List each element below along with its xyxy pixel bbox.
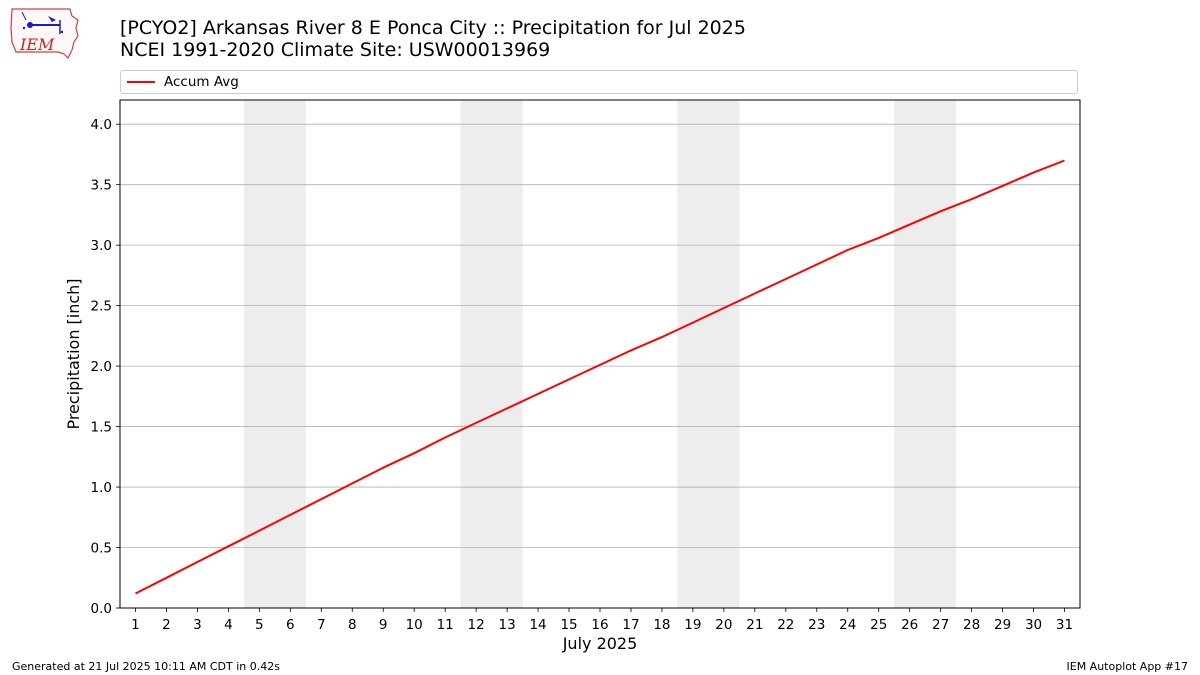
x-tick-label: 31 — [1056, 617, 1073, 633]
legend: Accum Avg — [120, 70, 1078, 94]
x-tick-label: 9 — [379, 617, 388, 633]
x-tick-label: 30 — [1025, 617, 1042, 633]
logo-text: IEM — [19, 35, 55, 54]
weekend-band — [243, 100, 306, 608]
x-tick-label: 25 — [870, 617, 887, 633]
y-tick-label: 4.0 — [91, 117, 112, 133]
x-tick-label: 8 — [348, 617, 357, 633]
weekend-band — [460, 100, 523, 608]
iem-logo: IEM — [10, 8, 79, 60]
x-tick-label: 24 — [839, 617, 856, 633]
x-tick-label: 12 — [468, 617, 485, 633]
x-tick-label: 27 — [932, 617, 949, 633]
x-tick-label: 1 — [131, 617, 140, 633]
x-axis-label: July 2025 — [562, 634, 638, 653]
y-tick-label: 2.0 — [91, 359, 112, 375]
chart-subtitle: NCEI 1991-2020 Climate Site: USW00013969 — [120, 39, 551, 61]
weekend-band — [894, 100, 957, 608]
weekend-band — [677, 100, 740, 608]
x-tick-label: 4 — [224, 617, 233, 633]
app-label: IEM Autoplot App #17 — [1066, 660, 1189, 673]
x-tick-label: 19 — [684, 617, 701, 633]
generated-timestamp: Generated at 21 Jul 2025 10:11 AM CDT in… — [12, 660, 280, 673]
legend-line-swatch — [127, 81, 155, 83]
legend-label: Accum Avg — [164, 74, 239, 90]
x-tick-label: 11 — [437, 617, 454, 633]
y-tick-label: 2.5 — [91, 299, 112, 315]
y-tick-label: 0.0 — [91, 601, 112, 617]
x-tick-label: 26 — [901, 617, 918, 633]
plot-frame — [119, 99, 1081, 609]
x-tick-label: 23 — [808, 617, 825, 633]
x-tick-label: 7 — [317, 617, 326, 633]
x-tick-label: 15 — [560, 617, 577, 633]
y-tick-label: 3.5 — [91, 178, 112, 194]
series-line-accum-avg — [135, 159, 1065, 595]
x-tick-label: 20 — [715, 617, 732, 633]
x-tick-label: 13 — [499, 617, 516, 633]
x-tick-label: 14 — [529, 617, 546, 633]
chart-title: [PCYO2] Arkansas River 8 E Ponca City ::… — [120, 17, 746, 39]
iowa-outline-icon — [10, 8, 79, 60]
x-tick-label: 17 — [622, 617, 639, 633]
y-axis-label: Precipitation [inch] — [64, 278, 83, 429]
x-tick-label: 28 — [963, 617, 980, 633]
x-tick-label: 22 — [777, 617, 794, 633]
y-tick-label: 1.0 — [91, 480, 112, 496]
x-tick-label: 29 — [994, 617, 1011, 633]
x-tick-label: 3 — [193, 617, 202, 633]
x-tick-label: 21 — [746, 617, 763, 633]
y-tick-label: 0.5 — [91, 541, 112, 557]
x-tick-label: 2 — [162, 617, 171, 633]
x-tick-label: 16 — [591, 617, 608, 633]
x-tick-label: 18 — [653, 617, 670, 633]
x-tick-label: 6 — [286, 617, 295, 633]
x-tick-label: 10 — [406, 617, 423, 633]
y-tick-label: 3.0 — [91, 238, 112, 254]
y-tick-label: 1.5 — [91, 420, 112, 436]
x-tick-label: 5 — [255, 617, 264, 633]
